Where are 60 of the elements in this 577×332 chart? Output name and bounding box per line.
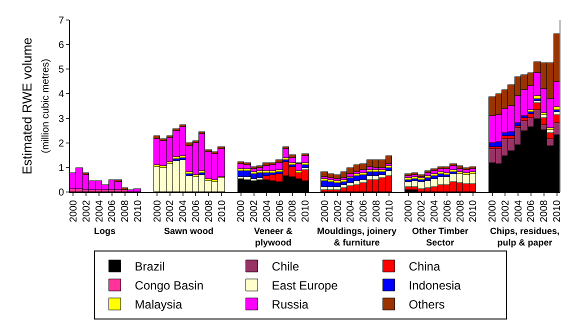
x-tick-label: 2002 [249, 200, 260, 222]
text: Other Timber Sector [412, 226, 469, 248]
legend-label: Congo Basin [134, 278, 204, 293]
x-tick-label: 2008 [204, 200, 215, 222]
x-tick-label: 2008 [120, 200, 132, 222]
x-tick-label: 2004 [430, 200, 441, 222]
x-tick-label: 2010 [468, 200, 480, 222]
x-tick-label: 2010 [132, 200, 144, 222]
legend-label: Chile [272, 260, 300, 274]
x-tick-label: 2006 [274, 200, 286, 222]
x-tick-label: 2000 [68, 200, 80, 222]
x-tick-label: 2006 [358, 200, 370, 222]
x-tick-label: 2004 [94, 200, 106, 222]
x-tick-label: 2004 [513, 200, 524, 222]
x-tick-label: 2008 [288, 200, 299, 222]
y-tick-label: 7 [58, 16, 64, 26]
y-tick-label: 1 [58, 162, 64, 174]
x-tick-label: 2008 [372, 200, 382, 222]
y-tick-label: 2 [58, 138, 64, 150]
legend-label: Others [408, 298, 445, 312]
x-tick-label: 2006 [442, 200, 454, 222]
text: Sawn wood [164, 226, 214, 236]
x-tick-label: 2006 [526, 200, 538, 222]
x-tick-label: 2002 [332, 200, 344, 222]
x-tick-label: 2010 [216, 200, 228, 222]
y-tick-label: 6 [58, 40, 64, 52]
legend-label: Indonesia [408, 278, 462, 293]
x-tick-label: 2002 [500, 200, 512, 222]
y-axis-title: Estimated RWE volume (million cubic metres) [19, 37, 52, 175]
x-tick-label: 2000 [404, 200, 415, 222]
x-tick-label: 2000 [236, 200, 248, 222]
x-tick-label: 2010 [384, 200, 396, 222]
x-tick-label: 2008 [539, 200, 550, 222]
x-tick-label: 2010 [552, 200, 564, 222]
y-tick-label: 5 [58, 64, 64, 76]
x-tick-label: 2008 [455, 200, 466, 222]
text: Veneer & plywood [254, 226, 294, 248]
x-tick-label: 2000 [152, 200, 164, 222]
legend-label: China [408, 260, 440, 274]
x-tick-label: 2002 [81, 200, 92, 222]
y-tick-label: 4 [58, 89, 64, 100]
legend-label: Russia [272, 298, 309, 312]
x-tick-label: 2000 [488, 200, 499, 222]
x-tick-label: 2000 [320, 200, 331, 222]
x-tick-label: 2002 [416, 200, 428, 222]
x-tick-label: 2010 [300, 200, 312, 222]
legend-label: Brazil [134, 260, 165, 274]
x-tick-label: 2004 [178, 200, 190, 222]
x-tick-label: 2006 [107, 200, 118, 222]
text: Mouldings, joinery & furniture [317, 226, 397, 248]
text: Logs [94, 226, 116, 236]
x-tick-label: 2002 [165, 200, 176, 222]
text: Chips, residues, pulp & paper [490, 226, 560, 248]
y-tick-label: 3 [58, 114, 64, 125]
x-tick-label: 2004 [346, 200, 357, 222]
legend-label: East Europe [272, 278, 338, 293]
legend-label: Malaysia [134, 298, 182, 312]
x-tick-label: 2004 [262, 200, 273, 222]
x-tick-label: 2006 [190, 200, 202, 222]
y-tick-label: 0 [58, 188, 64, 198]
